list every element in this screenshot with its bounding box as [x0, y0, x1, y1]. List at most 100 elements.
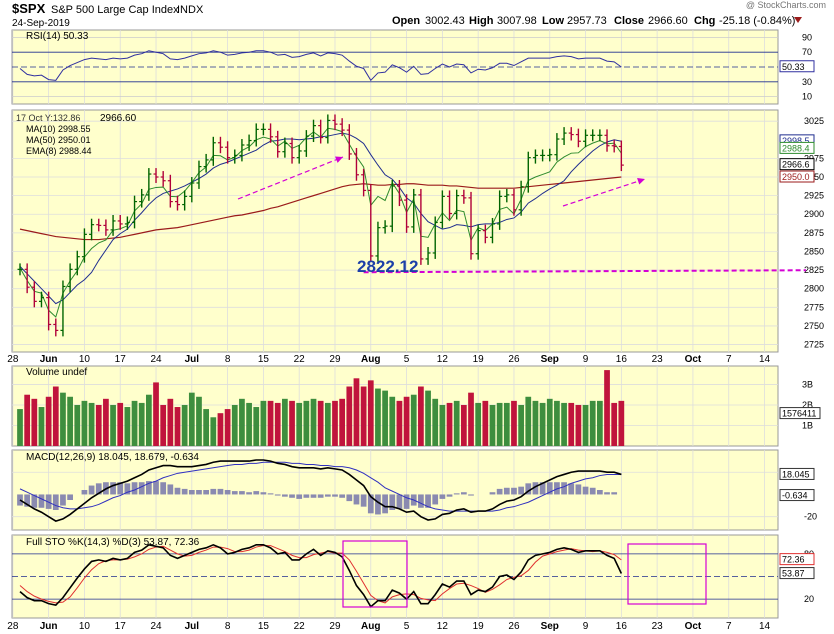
x-axis-label: 12: [437, 354, 449, 365]
volume-bar: [246, 402, 252, 446]
x-axis-label: Aug: [361, 621, 380, 632]
volume-bar: [274, 402, 281, 446]
price-tick: 2925: [804, 191, 824, 201]
volume-bar: [561, 402, 567, 446]
volume-bar: [425, 390, 431, 446]
macd-histogram-bar: [253, 491, 260, 495]
sto-highlight-box-1: [342, 540, 408, 608]
volume-bar: [110, 404, 116, 446]
support-line: [363, 269, 807, 274]
macd-histogram-bar: [525, 483, 532, 495]
rsi-legend: RSI(14) 50.33: [26, 31, 89, 42]
rsi-tick: 10: [802, 92, 812, 102]
volume-bar: [310, 398, 317, 446]
chg-label: Chg: [694, 15, 715, 27]
volume-bar: [239, 398, 245, 446]
x-axis-label: 5: [404, 354, 410, 365]
price-tick: 2725: [804, 340, 824, 350]
macd-histogram-bar: [303, 494, 310, 498]
price-legend-ema8: EMA(8) 2988.44: [26, 146, 92, 156]
volume-bar: [396, 400, 403, 446]
volume-bar: [332, 400, 338, 446]
x-axis-label: 7: [726, 354, 732, 365]
panel-price: [11, 109, 779, 353]
volume-bar: [518, 404, 524, 446]
volume-bar: [346, 386, 353, 446]
volume-bar: [453, 400, 460, 446]
macd-histogram-bar: [296, 494, 303, 499]
x-axis-label: 9: [583, 354, 589, 365]
x-axis-label: Jun: [40, 354, 58, 365]
volume-legend: Volume undef: [26, 367, 87, 378]
volume-bar: [317, 400, 324, 446]
macd-histogram-bar: [403, 494, 410, 509]
x-axis-label: Jul: [185, 621, 200, 632]
volume-bar: [575, 404, 582, 446]
macd-histogram-bar: [324, 494, 331, 497]
volume-bar: [511, 400, 517, 446]
trend-arrow-2: [562, 178, 646, 207]
volume-bar: [367, 380, 374, 446]
ema8-flag-label: 2988.4: [782, 143, 810, 153]
macd-histogram-bar: [67, 494, 73, 500]
volume-bar: [604, 370, 610, 446]
macd-histogram-bar: [389, 494, 396, 510]
volume-bar: [181, 404, 188, 446]
volume-bar: [174, 407, 181, 446]
sto-highlight-box-2: [627, 543, 707, 605]
macd-histogram-bar: [260, 492, 267, 495]
macd-histogram-bar: [468, 494, 474, 496]
macd-histogram-bar: [217, 488, 224, 495]
macd-histogram-bar: [282, 494, 288, 497]
sto-k-line: [19, 543, 623, 608]
trend-arrow-1: [237, 156, 344, 200]
x-axis-label: 26: [508, 354, 520, 365]
volume-bar: [253, 407, 260, 446]
x-axis-label: 29: [329, 354, 341, 365]
volume-bar: [532, 400, 539, 446]
volume-bar: [446, 402, 453, 446]
macd-histogram-bar: [568, 483, 575, 495]
x-axis-label: 17: [115, 354, 127, 365]
macd-histogram-bar: [432, 494, 439, 505]
x-axis-label: 17: [115, 621, 127, 632]
open-value: 3002.43: [425, 15, 465, 27]
x-axis-label: 28: [7, 621, 19, 632]
volume-bar: [196, 396, 202, 446]
macd-histogram-bar: [124, 483, 131, 495]
volume-bar: [210, 417, 217, 446]
x-axis-label: 24: [150, 621, 162, 632]
macd-histogram-bar: [188, 490, 195, 495]
trend-arrow-2-head: [637, 177, 645, 185]
macd-histogram-bar: [367, 494, 374, 514]
macd-histogram-bar: [267, 493, 274, 495]
volume-bar: [418, 386, 424, 446]
volume-bar: [231, 404, 238, 446]
macd-histogram-bar: [95, 483, 102, 495]
ma50-flag: [779, 170, 815, 183]
macd-histogram-bar: [231, 491, 238, 495]
macd-histogram-bar: [203, 490, 209, 495]
x-axis-label: Sep: [541, 621, 559, 632]
volume-bar: [260, 400, 267, 446]
volume-bar: [60, 392, 66, 446]
macd-histogram-bar: [561, 482, 567, 495]
low-label: Low: [542, 15, 564, 27]
chg-down-arrow-icon: [794, 17, 802, 23]
x-axis-label: 5: [404, 621, 410, 632]
low-annotation-label: 2822.12: [357, 257, 418, 276]
x-axis-label: 9: [583, 621, 589, 632]
x-axis-label: 24: [150, 354, 162, 365]
macd-histogram-bar: [24, 494, 31, 507]
macd-histogram-bar: [174, 487, 181, 495]
volume-bar: [589, 400, 596, 446]
volume-bar: [117, 402, 124, 446]
volume-bar: [611, 402, 618, 446]
price-tick: 3025: [804, 116, 824, 126]
volume-bar: [582, 404, 589, 446]
ma10-flag-label: 2998.5: [782, 136, 810, 146]
macd-histogram-bar: [138, 482, 145, 495]
x-axis-label: 22: [294, 354, 306, 365]
price-tick: 2825: [804, 265, 824, 275]
macd-histogram-bar: [310, 494, 317, 498]
